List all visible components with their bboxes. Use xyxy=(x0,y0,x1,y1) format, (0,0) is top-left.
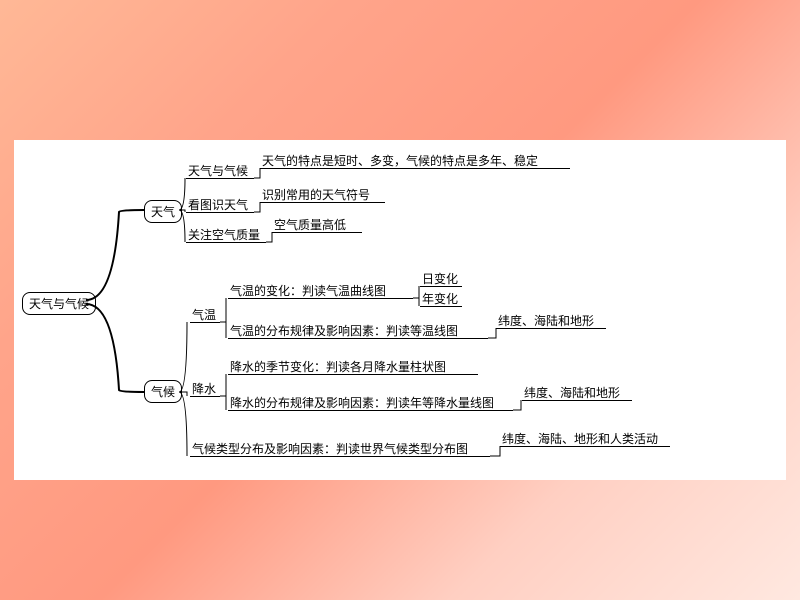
branch-weather-label: 天气 xyxy=(151,205,175,219)
branch-weather: 天气 xyxy=(144,200,182,223)
ul xyxy=(228,374,478,375)
ul xyxy=(496,328,606,329)
rain-season: 降水的季节变化：判读各月降水量柱状图 xyxy=(230,358,446,375)
root-node: 天气与气候 xyxy=(22,292,96,315)
ul xyxy=(190,396,220,397)
ul xyxy=(186,242,266,243)
ul xyxy=(190,456,490,457)
temp-change-sub2: 年变化 xyxy=(422,290,458,307)
ul xyxy=(500,446,670,447)
branch-climate: 气候 xyxy=(144,380,182,403)
climate-temp-label: 气温 xyxy=(192,306,216,323)
ul xyxy=(186,212,254,213)
temp-change-sub1: 日变化 xyxy=(422,270,458,287)
rain-dist-factors: 纬度、海陆和地形 xyxy=(524,384,620,401)
climate-types: 气候类型分布及影响因素：判读世界气候类型分布图 xyxy=(192,440,468,457)
weather-item2-desc: 空气质量高低 xyxy=(274,216,346,233)
ul xyxy=(420,286,462,287)
ul xyxy=(420,306,462,307)
branch-climate-label: 气候 xyxy=(151,385,175,399)
weather-item0-label: 天气与气候 xyxy=(188,162,248,179)
climate-rain-label: 降水 xyxy=(192,380,216,397)
weather-item1-label: 看图识天气 xyxy=(188,196,248,213)
temp-dist: 气温的分布规律及影响因素：判读等温线图 xyxy=(230,322,458,339)
climate-types-factors: 纬度、海陆、地形和人类活动 xyxy=(502,430,658,447)
rain-dist: 降水的分布规律及影响因素：判读年等降水量线图 xyxy=(230,394,494,411)
temp-dist-factors: 纬度、海陆和地形 xyxy=(498,312,594,329)
ul xyxy=(228,338,488,339)
ul xyxy=(190,322,220,323)
weather-item0-desc: 天气的特点是短时、多变，气候的特点是多年、稳定 xyxy=(262,152,538,169)
weather-item1-desc: 识别常用的天气符号 xyxy=(262,186,370,203)
temp-change: 气温的变化：判读气温曲线图 xyxy=(230,282,386,299)
ul xyxy=(272,232,362,233)
weather-item2-label: 关注空气质量 xyxy=(188,226,260,243)
root-label: 天气与气候 xyxy=(29,297,89,311)
ul xyxy=(260,168,570,169)
ul xyxy=(522,400,632,401)
ul xyxy=(260,202,385,203)
ul xyxy=(228,298,413,299)
ul xyxy=(186,178,254,179)
mindmap-panel: 天气与气候 天气 气候 天气与气候 天气的特点是短时、多变，气候的特点是多年、稳… xyxy=(14,140,786,480)
ul xyxy=(228,410,513,411)
